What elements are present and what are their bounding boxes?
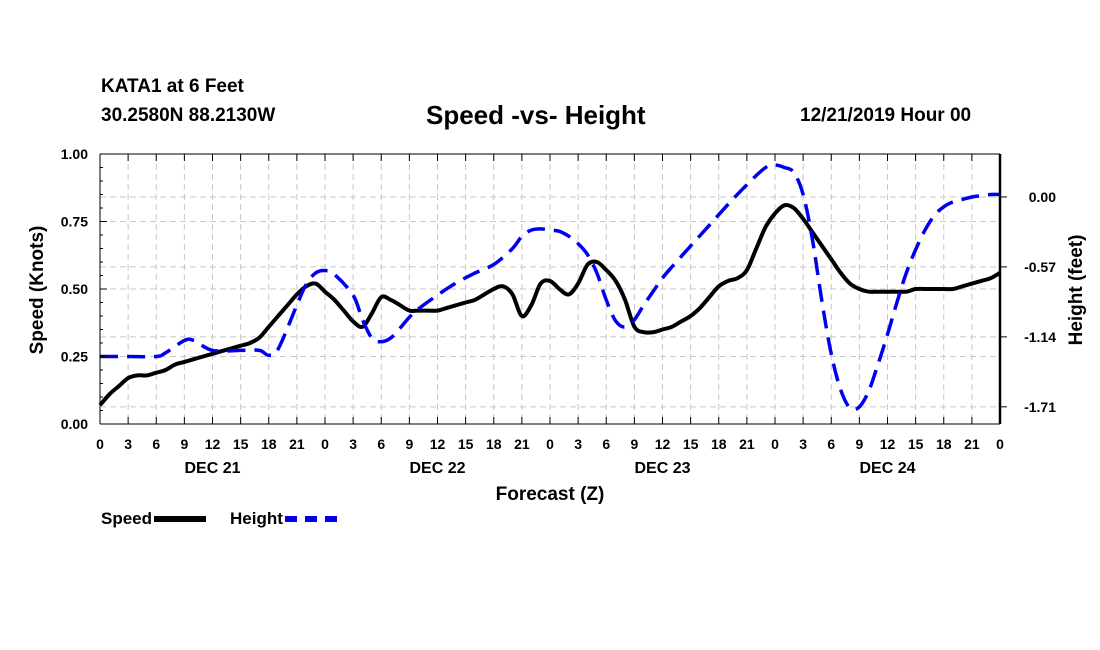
x-tick-label: 12 <box>655 436 671 452</box>
station-coordinates: 30.2580N 88.2130W <box>101 105 276 126</box>
tick-layer: 0 3 6 9 12 15 18 21 0 3 6 9 12 15 18 21 0 3 6 9 12 15 18 21 0 3 6 9… <box>61 146 1056 477</box>
x-tick-label: 21 <box>514 436 530 452</box>
x-tick-label: 0 <box>771 436 779 452</box>
series-line-speed <box>98 203 1002 407</box>
series-line-height <box>100 163 1001 412</box>
x-tick-label: 6 <box>602 436 610 452</box>
day-label: DEC 24 <box>859 460 915 477</box>
legend-height-label: Height <box>230 509 283 528</box>
legend-speed-swatch <box>154 516 207 522</box>
x-tick-label: 9 <box>855 436 863 452</box>
grid-lines <box>100 154 1000 424</box>
legend-speed: Speed <box>101 509 207 529</box>
forecast-timestamp: 12/21/2019 Hour 00 <box>800 105 972 126</box>
y2-tick-label: -1.71 <box>1024 399 1056 415</box>
y-tick-label: 0.25 <box>61 349 88 365</box>
legend-speed-label: Speed <box>101 509 153 528</box>
x-tick-label: 18 <box>936 436 952 452</box>
y-axis-label: Speed (Knots) <box>27 226 48 355</box>
x-tick-label: 15 <box>908 436 924 452</box>
x-tick-label: 18 <box>261 436 277 452</box>
x-tick-label: 18 <box>486 436 502 452</box>
x-tick-label: 6 <box>377 436 385 452</box>
day-label: DEC 22 <box>409 460 465 477</box>
x-tick-label: 0 <box>96 436 104 452</box>
x-tick-label: 3 <box>799 436 807 452</box>
x-tick-label: 12 <box>880 436 896 452</box>
x-tick-label: 15 <box>233 436 249 452</box>
y2-tick-label: -0.57 <box>1024 259 1056 275</box>
x-axis-label: Forecast (Z) <box>496 484 605 505</box>
day-label: DEC 21 <box>184 460 240 477</box>
x-tick-label: 18 <box>711 436 727 452</box>
x-tick-label: 21 <box>964 436 980 452</box>
x-tick-label: 9 <box>405 436 413 452</box>
x-tick-label: 15 <box>458 436 474 452</box>
x-tick-label: 6 <box>827 436 835 452</box>
y2-tick-label: -1.14 <box>1024 329 1056 345</box>
station-name: KATA1 at 6 Feet <box>101 76 244 97</box>
x-tick-label: 9 <box>630 436 638 452</box>
x-tick-label: 3 <box>124 436 132 452</box>
x-tick-label: 15 <box>683 436 699 452</box>
y-tick-label: 0.00 <box>61 416 88 432</box>
legend-height: Height <box>230 509 337 529</box>
x-tick-label: 3 <box>349 436 357 452</box>
x-tick-label: 12 <box>430 436 446 452</box>
x-tick-label: 6 <box>152 436 160 452</box>
x-tick-label: 0 <box>321 436 329 452</box>
x-tick-label: 0 <box>546 436 554 452</box>
y-tick-label: 0.75 <box>61 214 88 230</box>
x-tick-label: 3 <box>574 436 582 452</box>
x-tick-label: 12 <box>205 436 221 452</box>
y-tick-label: 0.50 <box>61 281 88 297</box>
y-tick-label: 1.00 <box>61 146 88 162</box>
x-tick-label: 21 <box>739 436 755 452</box>
x-tick-label: 9 <box>180 436 188 452</box>
chart-title: Speed -vs- Height <box>426 100 646 130</box>
y2-tick-label: 0.00 <box>1029 189 1056 205</box>
x-tick-label: 21 <box>289 436 305 452</box>
day-label: DEC 23 <box>634 460 690 477</box>
series-layer <box>98 163 1002 412</box>
x-tick-label: 0 <box>996 436 1004 452</box>
legend-height-swatch <box>284 516 337 522</box>
y2-axis-label: Height (feet) <box>1066 235 1087 346</box>
